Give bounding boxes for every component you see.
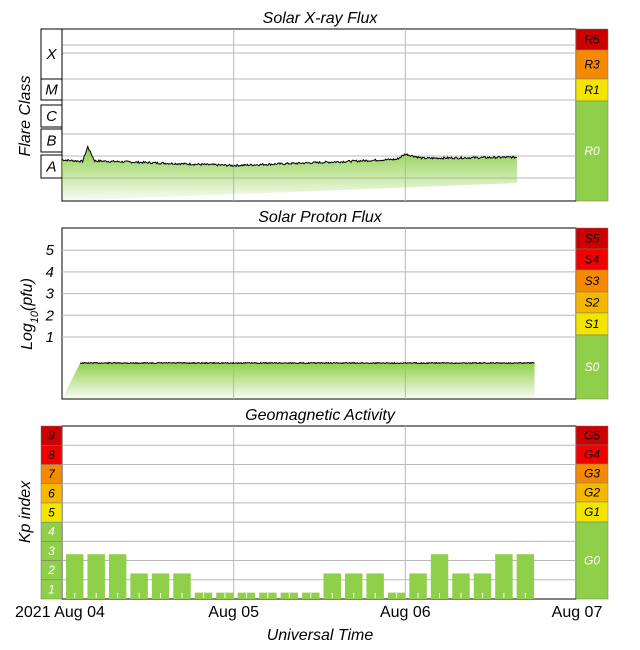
scale-label-s4: S4 <box>585 253 600 267</box>
kp-bar <box>366 573 384 599</box>
x-tick-label: Aug 05 <box>208 604 259 621</box>
scale-cell-g0 <box>575 521 609 600</box>
kp-bar <box>323 573 341 599</box>
proton-ytick: 5 <box>46 242 55 259</box>
scale-label-s3: S3 <box>585 274 600 288</box>
kp-bar <box>495 554 513 599</box>
scale-label-g3: G3 <box>584 467 600 481</box>
kp-level-2: 2 <box>47 563 55 577</box>
kp-bar <box>173 573 191 599</box>
x-axis-label: Universal Time <box>267 627 374 644</box>
proton-ylabel: Log10(pfu) <box>19 278 41 350</box>
scale-label-g2: G2 <box>584 486 600 500</box>
geomag-panel: 1 2 3 4 5 6 7 8 9 G5 G4 G3 G2 G1 G0 <box>40 425 609 600</box>
proton-ytick: 2 <box>45 307 55 324</box>
kp-level-5: 5 <box>48 506 55 520</box>
kp-bar <box>452 573 470 599</box>
kp-level-1: 1 <box>48 582 55 596</box>
scale-label-s5: S5 <box>585 232 600 246</box>
geomag-ylabel: Kp index <box>17 480 34 543</box>
kp-bar <box>151 573 170 599</box>
kp-bar <box>430 554 449 599</box>
kp-level-3: 3 <box>48 544 55 558</box>
geomag-title: Geomagnetic Activity <box>245 407 396 424</box>
xray-title: Solar X-ray Flux <box>263 10 379 27</box>
kp-bar <box>409 573 427 599</box>
scale-cell-r0 <box>575 100 609 202</box>
flare-class-box <box>40 78 63 101</box>
flare-class-box <box>40 128 63 153</box>
scale-label-r3: R3 <box>584 58 600 72</box>
flare-class-a: A <box>45 159 56 176</box>
proton-ytick: 1 <box>46 329 54 346</box>
xray-flux-area <box>62 146 517 201</box>
proton-flux-line <box>79 361 535 365</box>
flare-class-m: M <box>45 82 58 99</box>
kp-bar <box>516 554 535 599</box>
scale-label-r0: R0 <box>584 144 600 158</box>
proton-title: Solar Proton Flux <box>258 209 383 226</box>
kp-level-7: 7 <box>48 467 56 481</box>
kp-bar <box>344 573 363 599</box>
proton-ytick: 3 <box>46 286 55 303</box>
scale-label-r1: R1 <box>584 83 599 97</box>
scale-label-g5: G5 <box>584 429 600 443</box>
scale-label-g4: G4 <box>584 448 600 462</box>
kp-level-cell <box>40 425 63 446</box>
proton-ytick: 4 <box>46 264 54 281</box>
kp-level-9: 9 <box>48 429 55 443</box>
scale-label-s1: S1 <box>585 317 600 331</box>
kp-bar <box>108 554 127 599</box>
xray-ylabel: Flare Class <box>17 76 34 157</box>
xray-flux-line <box>61 144 517 168</box>
scale-cell-s0 <box>575 334 609 400</box>
flare-class-box <box>40 104 63 128</box>
kp-level-6: 6 <box>48 486 55 500</box>
flare-class-x: X <box>45 46 57 63</box>
flare-class-c: C <box>46 108 57 125</box>
kp-bar <box>130 573 148 599</box>
scale-label-g0: G0 <box>584 554 600 568</box>
kp-bar <box>473 573 492 599</box>
kp-bar <box>66 554 84 599</box>
kp-bar <box>87 554 105 599</box>
scale-label-r5: R5 <box>584 33 600 47</box>
x-tick-label: 2021 Aug 04 <box>15 604 105 621</box>
x-axis: 2021 Aug 04 Aug 05 Aug 06 Aug 07 <box>15 604 602 621</box>
x-tick-label: Aug 06 <box>380 604 431 621</box>
proton-flux-area <box>62 362 535 399</box>
scale-label-g1: G1 <box>584 505 600 519</box>
x-tick-label: Aug 07 <box>552 604 603 621</box>
proton-panel: 1 2 3 4 5 S5 S4 S3 S2 S1 S0 <box>45 227 609 400</box>
flare-class-b: B <box>46 133 56 150</box>
scale-label-s2: S2 <box>585 296 600 310</box>
geomag-plot-area <box>61 425 577 600</box>
kp-level-8: 8 <box>48 448 55 462</box>
kp-level-4: 4 <box>48 525 55 539</box>
scale-label-s0: S0 <box>585 360 600 374</box>
